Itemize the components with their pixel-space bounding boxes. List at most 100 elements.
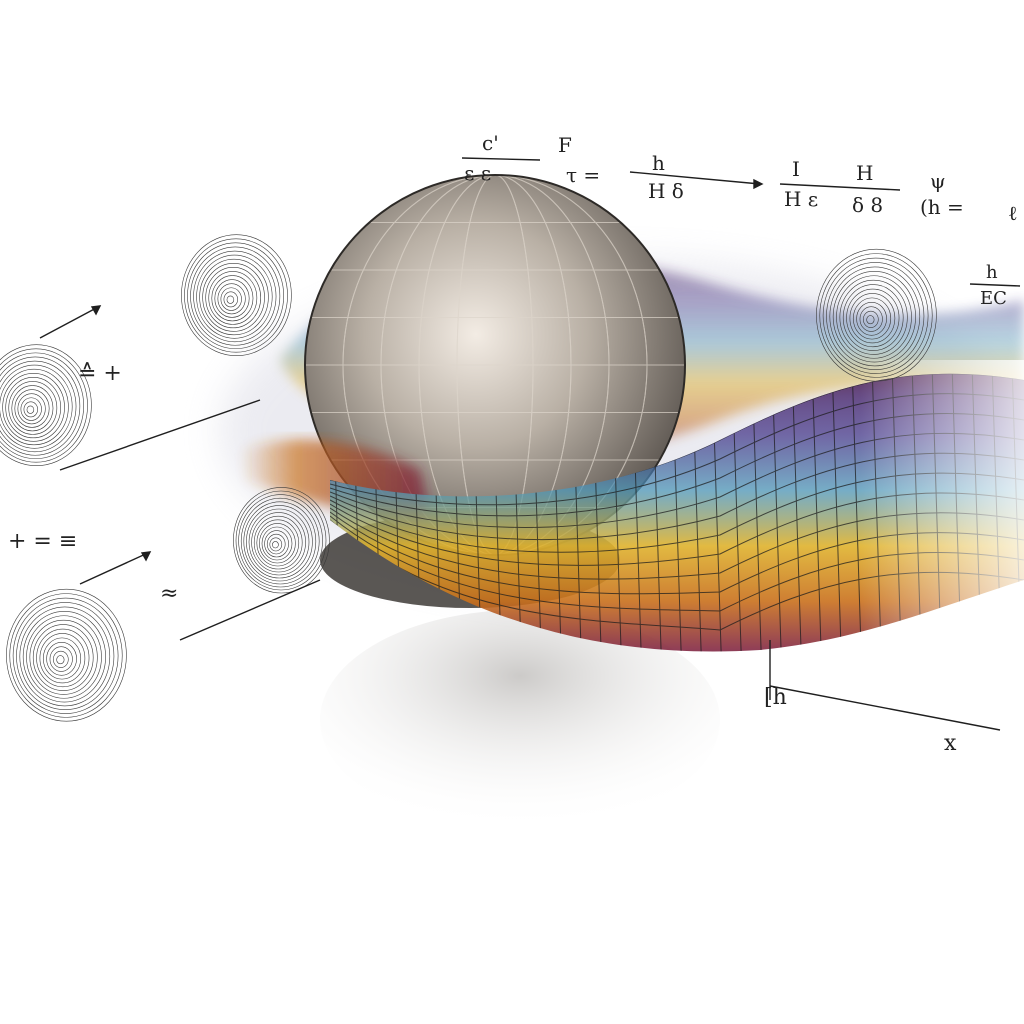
spiral-ring xyxy=(256,519,300,567)
ribbon-grid-line xyxy=(729,373,743,652)
glyph-top-8: H ε xyxy=(784,187,818,211)
spiral-ring xyxy=(238,494,323,588)
spiral-ring xyxy=(862,310,879,328)
glyph-top-5: h xyxy=(652,151,665,175)
ribbon-grid-line xyxy=(749,373,763,652)
spiral-ring xyxy=(836,275,912,359)
spiral-ring xyxy=(26,405,35,414)
spiral-ring xyxy=(856,301,887,336)
glyph-lower-1: [h xyxy=(764,685,787,710)
ink-lines xyxy=(39,157,1021,731)
spiral-ring xyxy=(248,508,310,576)
spiral-ring xyxy=(0,368,69,446)
spiral-ring xyxy=(816,248,937,382)
glyph-top-13: ℓ xyxy=(1008,201,1018,225)
spiral-ring xyxy=(202,262,265,332)
spiral-ring xyxy=(832,271,916,363)
spiral-ring xyxy=(235,490,327,591)
spiral-ring xyxy=(32,624,94,691)
spiral-ring xyxy=(56,655,65,665)
glyph-top-4: τ = xyxy=(566,163,600,187)
spiral-ring xyxy=(0,356,81,456)
arrow-head-left xyxy=(140,551,152,562)
spiral-ring xyxy=(211,275,254,322)
spiral-ring xyxy=(190,246,281,346)
spiral-ring xyxy=(233,487,330,594)
spiral-ring xyxy=(199,258,269,336)
ribbon-grid-line xyxy=(829,373,843,652)
ribbon-grid-line xyxy=(589,373,603,652)
glyph-top-2: ε ε xyxy=(464,161,491,185)
ribbon-grid-line xyxy=(649,373,663,652)
spiral-ring xyxy=(839,279,908,355)
top-equations: c' ε ε F τ = h H δ I H ε H δ 8 ψ (h = ℓ xyxy=(464,131,1018,225)
spiral-ring xyxy=(0,364,73,449)
glyph-right-1: h xyxy=(986,262,998,283)
glyph-top-6: H δ xyxy=(648,179,684,203)
spiral-ring xyxy=(39,633,86,684)
spiral-ring xyxy=(0,360,77,453)
long-line-left-1 xyxy=(59,399,261,471)
spiral-ring xyxy=(0,348,88,463)
spiral-ring xyxy=(859,306,883,332)
spiral-ring xyxy=(266,533,286,555)
top-arrow-head xyxy=(753,178,764,190)
spiral-ring xyxy=(2,372,65,442)
glyph-left-2: + = ≡ xyxy=(8,529,77,554)
ribbon-grid-line xyxy=(669,373,683,652)
spiral-ring xyxy=(29,619,98,695)
spiral-ring xyxy=(36,628,90,688)
spiral-ring xyxy=(214,279,250,318)
spiral-ring xyxy=(819,253,933,378)
spiral-ring xyxy=(20,397,42,421)
spiral-ring xyxy=(849,293,896,344)
spiral-ring xyxy=(264,530,289,558)
glyph-left-1: ≙ + xyxy=(78,361,122,386)
spiral-ring xyxy=(19,606,111,707)
glyph-top-9: H xyxy=(856,161,873,185)
glyph-top-11: ψ xyxy=(930,169,946,193)
ribbon-grid-line xyxy=(609,373,623,652)
spiral-ring xyxy=(269,537,283,552)
spiral-ring xyxy=(23,401,38,418)
spiral-group xyxy=(0,234,937,722)
spiral-ring xyxy=(196,254,273,339)
spiral-ring xyxy=(246,505,313,579)
spiral-ring xyxy=(829,266,921,367)
spiral-ring xyxy=(842,284,904,351)
spiral-ring xyxy=(181,234,292,357)
glyph-right-2: EC xyxy=(980,288,1007,309)
spiral-ring xyxy=(6,588,127,722)
spiral-ring xyxy=(9,593,123,718)
ribbon-grid-line xyxy=(629,373,643,652)
spiral-ring xyxy=(26,615,102,699)
spiral-ring xyxy=(42,637,82,680)
glyph-top-7: I xyxy=(792,157,800,181)
spiral-ring xyxy=(52,650,69,668)
spiral-ring xyxy=(826,262,925,371)
spiral-ring xyxy=(259,523,296,564)
spiral-ring xyxy=(5,377,62,439)
spiral-ring xyxy=(17,393,46,425)
lower-right-line xyxy=(769,685,1001,731)
glyph-lower-2: x xyxy=(944,731,957,756)
spiral-ring xyxy=(243,501,317,582)
spiral-ring xyxy=(253,515,303,570)
left-equations: ≙ + + = ≡ ≈ xyxy=(8,361,178,606)
spiral-ring xyxy=(251,512,306,573)
glyph-left-3: ≈ xyxy=(160,581,178,606)
top-fraction-line xyxy=(461,157,541,161)
spiral-ring xyxy=(0,344,92,466)
spiral-ring xyxy=(272,541,279,549)
spiral-ring xyxy=(205,267,261,329)
spiral-ring xyxy=(11,385,54,432)
long-line-left-2 xyxy=(179,579,321,641)
spiral-ring xyxy=(240,497,320,585)
spiral-ring xyxy=(846,288,900,348)
ribbon-grid-line xyxy=(689,373,703,652)
spiral-ring xyxy=(217,283,246,315)
spiral-ring xyxy=(223,291,238,308)
ribbon-grid-line xyxy=(809,373,823,652)
ribbon-grid-line xyxy=(569,373,583,652)
glyph-top-1: c' xyxy=(482,131,499,155)
